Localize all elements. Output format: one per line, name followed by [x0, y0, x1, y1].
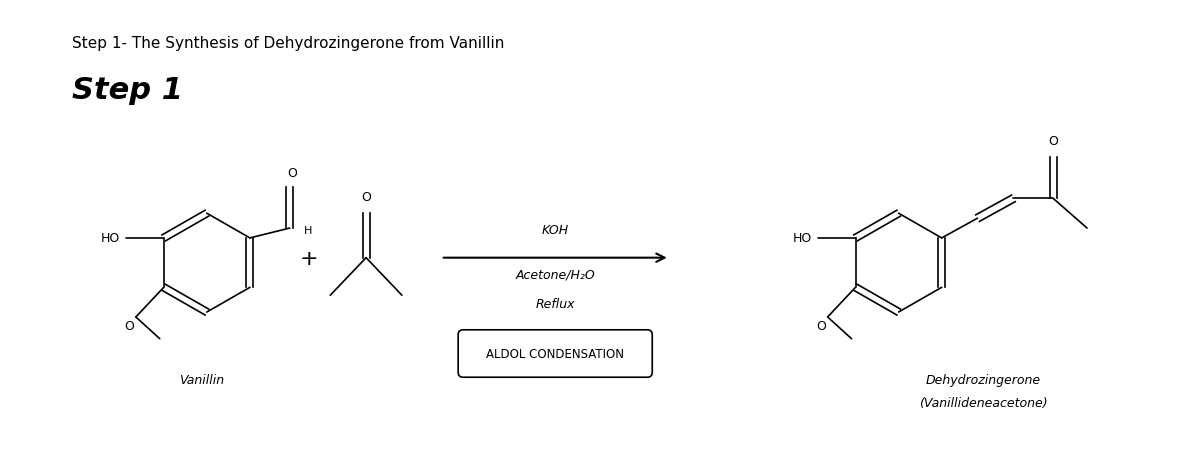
Text: O: O — [287, 166, 296, 179]
Text: Vanillin: Vanillin — [179, 374, 224, 387]
Text: +: + — [300, 248, 319, 268]
Text: ALDOL CONDENSATION: ALDOL CONDENSATION — [486, 347, 624, 360]
Text: O: O — [361, 191, 371, 204]
Text: Dehydrozingerone: Dehydrozingerone — [925, 374, 1040, 387]
Text: O: O — [124, 319, 134, 332]
Text: O: O — [1049, 135, 1058, 148]
Text: KOH: KOH — [541, 224, 569, 237]
Text: Step 1: Step 1 — [72, 76, 184, 105]
Text: HO: HO — [792, 232, 811, 245]
Text: (Vanillideneacetone): (Vanillideneacetone) — [919, 396, 1048, 409]
Text: HO: HO — [101, 232, 120, 245]
Text: Step 1- The Synthesis of Dehydrozingerone from Vanillin: Step 1- The Synthesis of Dehydrozingeron… — [72, 36, 505, 51]
Text: Reflux: Reflux — [535, 298, 575, 311]
Text: O: O — [816, 319, 826, 332]
Text: Acetone/H₂O: Acetone/H₂O — [515, 268, 595, 281]
Text: H: H — [304, 225, 312, 236]
FancyBboxPatch shape — [458, 330, 653, 377]
